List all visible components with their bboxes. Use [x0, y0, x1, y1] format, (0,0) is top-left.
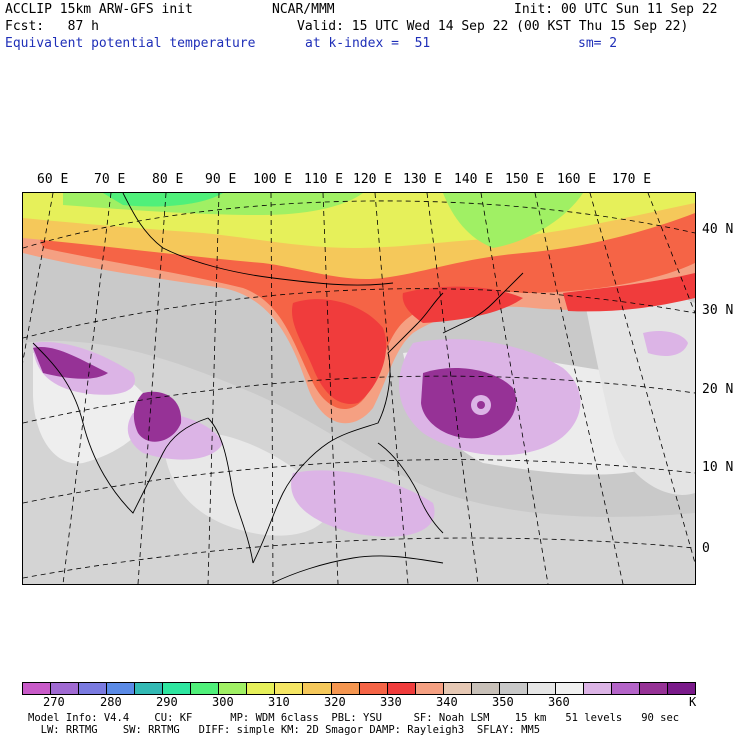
colorbar	[22, 682, 696, 695]
lon-label: 120 E	[353, 172, 393, 187]
model-info-line1: Model Info: V4.4 CU: KF MP: WDM 6class P…	[28, 712, 680, 724]
colorbar-tick: 350	[492, 695, 514, 709]
lon-label: 90 E	[205, 172, 237, 187]
lat-label: 30 N	[702, 303, 734, 318]
forecast-hour: Fcst: 87 h	[5, 19, 99, 34]
colorbar-segment	[640, 683, 669, 694]
colorbar-segment	[331, 683, 360, 694]
lon-label: 130 E	[403, 172, 443, 187]
colorbar-tick: 270	[43, 695, 65, 709]
lon-label: 160 E	[557, 172, 597, 187]
colorbar-unit: K	[689, 695, 697, 709]
map-panel	[22, 192, 696, 585]
colorbar-segment	[79, 683, 108, 694]
institution-label: NCAR/MMM	[272, 2, 335, 17]
lon-label: 70 E	[94, 172, 126, 187]
colorbar-segment	[471, 683, 500, 694]
colorbar-segment	[555, 683, 584, 694]
colorbar-segment	[499, 683, 528, 694]
lon-label: 110 E	[304, 172, 344, 187]
lon-label: 140 E	[454, 172, 494, 187]
colorbar-segment	[583, 683, 612, 694]
lon-label: 150 E	[505, 172, 545, 187]
colorbar-segment	[359, 683, 388, 694]
colorbar-segment	[275, 683, 304, 694]
colorbar-tick: 300	[212, 695, 234, 709]
colorbar-segment	[668, 683, 696, 694]
level-index: at k-index = 51	[305, 36, 431, 51]
lon-label: 170 E	[612, 172, 652, 187]
colorbar-segment	[527, 683, 556, 694]
lon-label: 60 E	[37, 172, 69, 187]
model-title: ACCLIP 15km ARW-GFS init	[5, 2, 193, 17]
coastlines	[32, 193, 524, 584]
colorbar-tick: 310	[268, 695, 290, 709]
colorbar-tick: 330	[380, 695, 402, 709]
graticule	[23, 193, 695, 584]
colorbar-segment	[135, 683, 164, 694]
colorbar-segment	[247, 683, 276, 694]
lat-label: 10 N	[702, 460, 734, 475]
colorbar-segment	[415, 683, 444, 694]
lat-label: 40 N	[702, 222, 734, 237]
colorbar-segment	[387, 683, 416, 694]
init-time: Init: 00 UTC Sun 11 Sep 22	[514, 2, 718, 17]
model-info-line2: LW: RRTMG SW: RRTMG DIFF: simple KM: 2D …	[28, 724, 541, 736]
lon-label: 100 E	[253, 172, 293, 187]
colorbar-tick: 360	[548, 695, 570, 709]
colorbar-tick: 280	[100, 695, 122, 709]
smoothing: sm= 2	[578, 36, 618, 51]
colorbar-tick: 320	[324, 695, 346, 709]
lon-label: 80 E	[152, 172, 184, 187]
colorbar-segment	[51, 683, 80, 694]
theta-e-field	[23, 193, 695, 584]
colorbar-segment	[191, 683, 220, 694]
lat-label: 0	[702, 541, 710, 556]
field-name: Equivalent potential temperature	[5, 36, 256, 51]
valid-time: Valid: 15 UTC Wed 14 Sep 22 (00 KST Thu …	[297, 19, 689, 34]
colorbar-segment	[107, 683, 136, 694]
colorbar-segment	[23, 683, 52, 694]
colorbar-tick: 340	[436, 695, 458, 709]
lat-label: 20 N	[702, 382, 734, 397]
colorbar-segment	[163, 683, 192, 694]
colorbar-segment	[219, 683, 248, 694]
colorbar-segment	[303, 683, 332, 694]
colorbar-segment	[443, 683, 472, 694]
colorbar-segment	[611, 683, 641, 694]
colorbar-tick: 290	[156, 695, 178, 709]
